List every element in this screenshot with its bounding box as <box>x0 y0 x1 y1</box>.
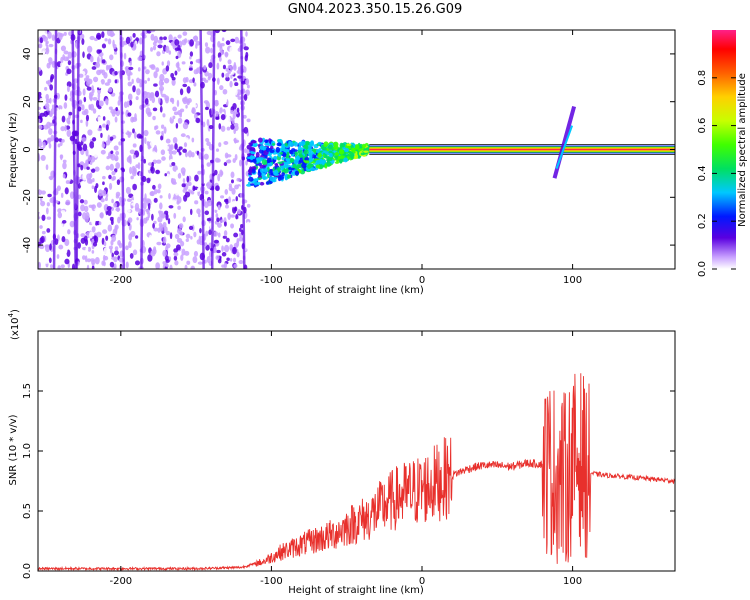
snr-y-ticks: 0.0 0.5 1.0 1.5 <box>22 383 675 579</box>
spectrogram-x-tick-label: 0 <box>419 275 425 286</box>
spectrogram-y-ticks: -40 -20 0 20 40 <box>22 48 675 253</box>
snr-y-multiplier-base: (x10 <box>10 317 21 340</box>
spectrogram-x-ticks: -200 -100 0 100 <box>109 30 582 286</box>
snr-x-tick-label: -200 <box>109 576 132 587</box>
snr-y-tick-label: 1.5 <box>22 383 33 399</box>
snr-panel: -200 -100 0 100 0.0 0.5 1.0 1.5 Height of stra… <box>7 309 676 596</box>
spectrogram-y-tick-label: 20 <box>22 95 33 108</box>
snr-y-multiplier-exponent: 4 <box>7 312 15 317</box>
spectrogram-image <box>38 30 675 269</box>
colorbar-tick-label: 0.0 <box>697 261 708 277</box>
snr-x-ticks: -200 -100 0 100 <box>109 331 582 587</box>
figure-title: GN04.2023.350.15.26.G09 <box>287 2 463 17</box>
spectrogram-x-tick-label: -100 <box>260 275 283 286</box>
spectrogram-y-tick-label: -40 <box>22 237 33 253</box>
snr-x-label: Height of straight line (km) <box>288 585 424 596</box>
colorbar-tick-label: 0.6 <box>697 118 708 134</box>
colorbar-ticks: 0.0 0.2 0.4 0.6 0.8 <box>697 70 736 277</box>
snr-y-multiplier-close: ) <box>10 309 21 313</box>
colorbar: 0.0 0.2 0.4 0.6 0.8 Normalized spectral ampl… <box>697 30 748 277</box>
snr-x-tick-label: -100 <box>260 576 283 587</box>
spectrogram-y-tick-label: -20 <box>22 189 33 205</box>
snr-y-tick-label: 0.5 <box>22 503 33 519</box>
spectrogram-y-tick-label: 0 <box>22 146 33 152</box>
spectrogram-x-label: Height of straight line (km) <box>288 285 424 296</box>
snr-y-multiplier: (x104) <box>7 309 21 340</box>
snr-x-tick-label: 100 <box>563 576 582 587</box>
snr-x-tick-label: 0 <box>419 576 425 587</box>
spectrogram-x-tick-label: -200 <box>109 275 132 286</box>
colorbar-tick-label: 0.8 <box>697 70 708 86</box>
spectrogram-y-tick-label: 40 <box>22 48 33 61</box>
colorbar-label: Normalized spectral amplitude <box>737 73 748 227</box>
spectrogram-y-label: Frequency (Hz) <box>8 112 19 188</box>
colorbar-gradient <box>712 30 736 269</box>
svg-text:(x104): (x104) <box>7 309 21 340</box>
colorbar-tick-label: 0.2 <box>697 213 708 229</box>
snr-y-label: SNR (10 * v/v) <box>8 414 19 485</box>
snr-series-line <box>38 373 675 571</box>
spectrogram-x-tick-label: 100 <box>563 275 582 286</box>
snr-y-tick-label: 0.0 <box>22 563 33 579</box>
colorbar-tick-label: 0.4 <box>697 165 708 181</box>
snr-y-tick-label: 1.0 <box>22 443 33 459</box>
